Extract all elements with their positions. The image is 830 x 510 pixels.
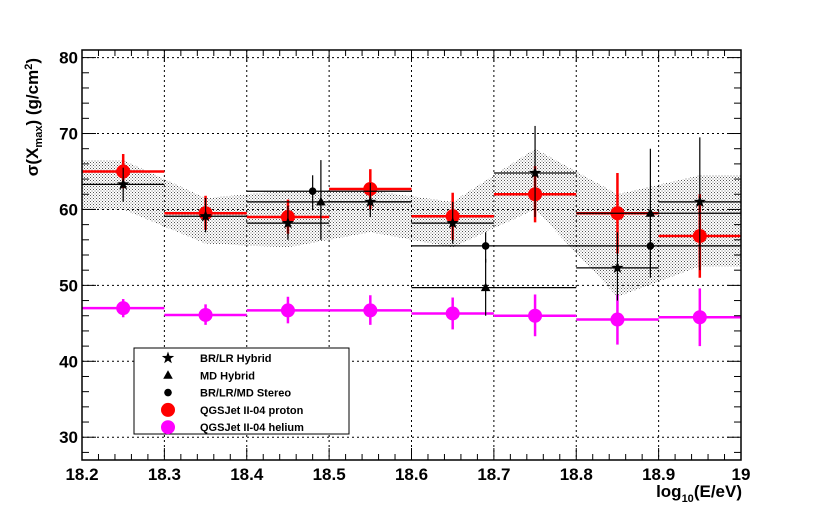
x-tick-label: 18.3 <box>148 465 181 484</box>
plot-frame <box>81 49 742 461</box>
x-axis-title: log10(E/eV) <box>656 482 742 505</box>
legend-marker <box>163 370 173 379</box>
x-tick-labels: 18.2 18.3 18.4 18.5 18.6 18.7 18.8 18.9 19 <box>65 465 750 484</box>
data-point <box>528 166 542 179</box>
x-tick-label: 18.5 <box>313 465 346 484</box>
data-point <box>199 209 212 222</box>
series-br-lr-hybrid <box>82 125 741 301</box>
data-point <box>198 307 213 322</box>
data-point <box>481 242 490 250</box>
y-tick-label: 70 <box>59 125 78 144</box>
data-point <box>446 216 459 229</box>
x-tick-label: 18.2 <box>65 465 98 484</box>
data-point <box>445 306 460 321</box>
data-point <box>117 177 130 190</box>
data-point <box>692 310 707 325</box>
data-point <box>281 216 295 229</box>
data-point <box>480 282 491 292</box>
y-axis-title: σ(Xmax) (g/cm2) <box>23 58 45 176</box>
data-point <box>693 195 706 208</box>
x-tick-label: 18.7 <box>477 465 510 484</box>
x-tick-label: 19 <box>732 465 751 484</box>
y-tick-label: 80 <box>59 49 78 68</box>
data-point <box>610 312 625 327</box>
data-points <box>82 125 741 347</box>
legend-label: MD Hybrid <box>200 370 255 382</box>
legend-label: QGSJet II-04 helium <box>200 422 304 434</box>
legend-marker <box>161 420 175 435</box>
legend-marker <box>164 388 172 397</box>
data-point <box>646 242 655 250</box>
data-point <box>528 308 543 323</box>
series-qgsjet-ii-04-helium <box>82 288 741 347</box>
data-point <box>308 187 317 196</box>
data-point <box>363 303 378 318</box>
x-tick-label: 18.9 <box>642 465 675 484</box>
y-tick-label: 40 <box>59 352 78 371</box>
data-point <box>645 208 656 217</box>
data-point <box>364 195 377 208</box>
data-point <box>116 301 131 316</box>
x-tick-label: 18.6 <box>395 465 428 484</box>
legend-label: BR/LR/MD Stereo <box>200 388 291 400</box>
data-point <box>611 261 624 274</box>
x-tick-label: 18.8 <box>560 465 593 484</box>
y-tick-label: 50 <box>59 276 78 295</box>
legend-label: QGSJet II-04 proton <box>200 405 304 417</box>
y-tick-labels: 30 40 50 60 70 80 <box>59 49 78 448</box>
legend-marker <box>161 402 175 417</box>
legend-label: BR/LR Hybrid <box>200 353 272 365</box>
data-point <box>280 303 295 318</box>
data-point <box>316 196 326 206</box>
y-tick-label: 30 <box>59 428 78 447</box>
x-tick-label: 18.4 <box>230 465 264 484</box>
series-br-lr-md-stereo <box>246 175 741 274</box>
legend: BR/LR Hybrid MD Hybrid BR/LR/MD Stereo QGSJ… <box>133 347 350 435</box>
y-tick-label: 60 <box>59 200 78 219</box>
legend-marker <box>161 351 175 364</box>
